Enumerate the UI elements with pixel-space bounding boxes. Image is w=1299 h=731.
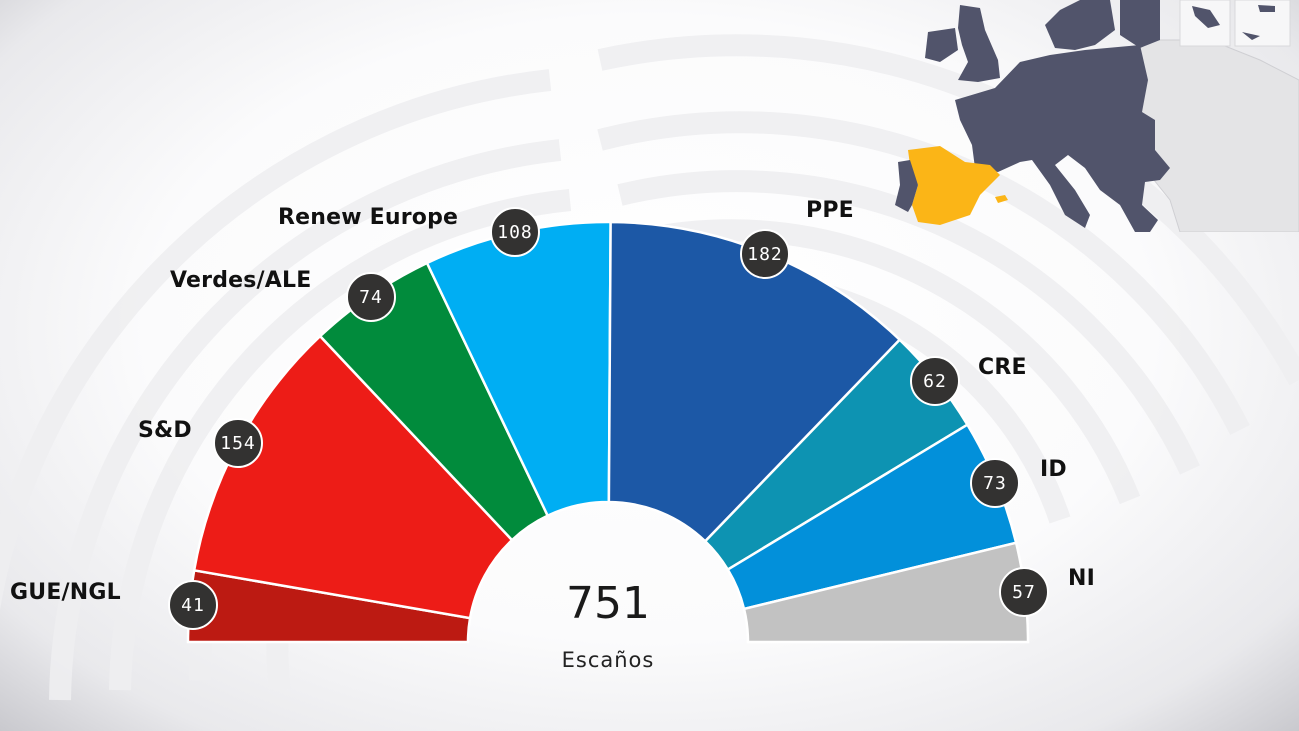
party-label: GUE/NGL bbox=[10, 580, 121, 605]
total-seats-caption: Escaños bbox=[561, 648, 655, 672]
map-continental-eu bbox=[955, 45, 1170, 232]
seat-count-badge: 154 bbox=[213, 418, 263, 468]
party-label: S&D bbox=[138, 418, 192, 443]
map-finland-baltics bbox=[1120, 0, 1160, 48]
party-label: NI bbox=[1068, 566, 1095, 591]
party-label: Renew Europe bbox=[278, 205, 459, 230]
map-ireland bbox=[925, 28, 958, 62]
segment-renew-europe bbox=[425, 220, 612, 518]
seat-count-badge: 41 bbox=[168, 580, 218, 630]
party-label: ID bbox=[1040, 457, 1067, 482]
map-balearic bbox=[995, 195, 1008, 203]
map-spain-highlighted bbox=[908, 146, 1000, 225]
map-scandinavia bbox=[1045, 0, 1115, 50]
seat-count-badge: 74 bbox=[346, 272, 396, 322]
seat-count-badge: 182 bbox=[740, 229, 790, 279]
seat-count-badge: 108 bbox=[490, 207, 540, 257]
party-label: Verdes/ALE bbox=[170, 268, 312, 293]
party-label: CRE bbox=[978, 355, 1027, 380]
map-portugal bbox=[895, 160, 918, 212]
seat-count-badge: 57 bbox=[999, 567, 1049, 617]
total-seats-value: 751 bbox=[566, 578, 650, 629]
europe-map bbox=[895, 0, 1299, 232]
segment-ppe bbox=[607, 220, 902, 544]
party-label: PPE bbox=[806, 198, 854, 223]
segment-s-d bbox=[192, 334, 514, 620]
seat-count-badge: 73 bbox=[970, 458, 1020, 508]
seat-count-badge: 62 bbox=[910, 356, 960, 406]
map-uk bbox=[958, 5, 1000, 82]
